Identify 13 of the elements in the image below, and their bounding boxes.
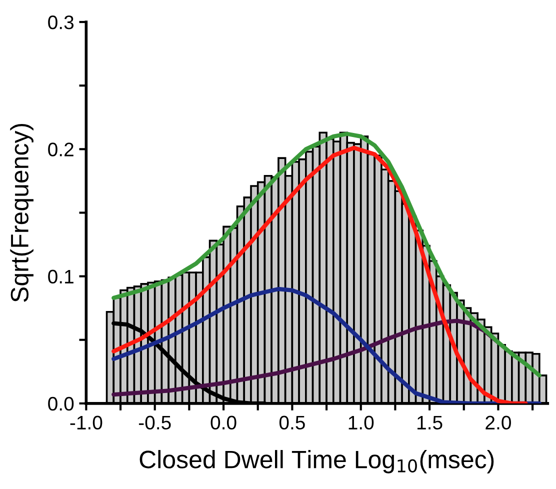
x-tick-label: 2.0 bbox=[486, 416, 511, 430]
y-tick-label: 0.0 bbox=[48, 396, 74, 411]
x-tick-label: 1.0 bbox=[348, 416, 374, 430]
y-axis-title: Sqrt(Frequency) bbox=[10, 124, 34, 302]
y-tick-label: 0.3 bbox=[48, 15, 74, 30]
x-tick-label: -0.5 bbox=[138, 416, 171, 430]
x-tick-label: 0.0 bbox=[210, 416, 236, 430]
y-tick-label: 0.2 bbox=[48, 142, 74, 156]
y-tick-label: 0.1 bbox=[48, 270, 74, 284]
x-tick-label: -1.0 bbox=[70, 416, 102, 430]
x-tick-label: 1.5 bbox=[418, 416, 442, 430]
x-tick-label: 0.5 bbox=[279, 416, 305, 430]
x-axis-title: Closed Dwell Time Log$_{10}$(msec) bbox=[140, 450, 494, 474]
